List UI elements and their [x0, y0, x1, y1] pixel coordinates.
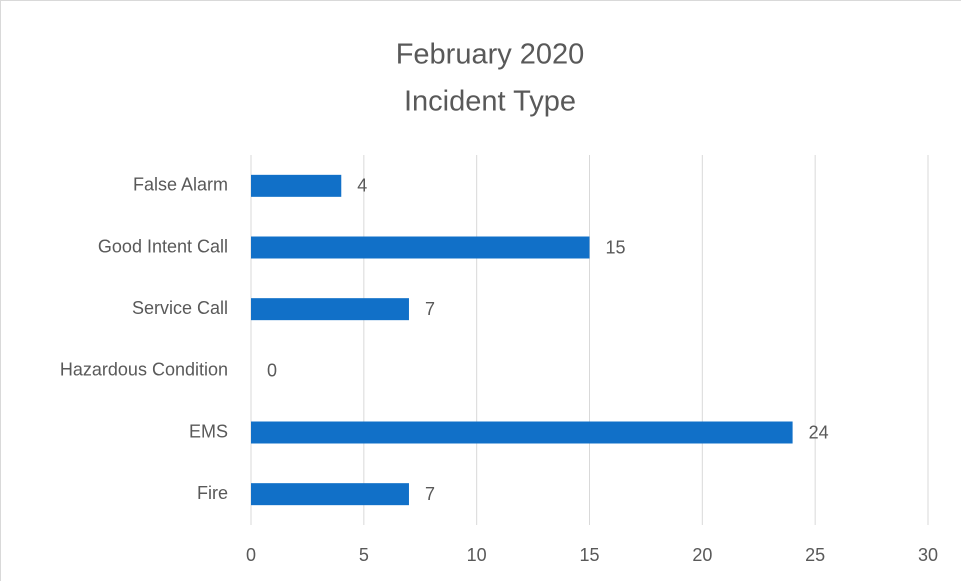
x-tick-label: 15	[579, 545, 599, 565]
data-label: 24	[809, 422, 829, 442]
chart-title: February 2020	[396, 39, 585, 71]
y-tick-label: EMS	[189, 421, 228, 441]
chart-title: Incident Type	[404, 86, 576, 118]
data-label: 7	[425, 299, 435, 319]
bar	[251, 298, 409, 321]
x-tick-label: 5	[359, 545, 369, 565]
data-label: 0	[267, 361, 277, 381]
data-label: 15	[606, 237, 626, 257]
x-tick-label: 30	[918, 545, 938, 565]
x-tick-label: 25	[805, 545, 825, 565]
bar	[251, 421, 793, 444]
data-label: 7	[425, 484, 435, 504]
y-tick-label: Hazardous Condition	[60, 360, 228, 380]
x-tick-label: 20	[692, 545, 712, 565]
data-label: 4	[357, 176, 367, 196]
bar	[251, 483, 409, 506]
y-tick-label: Service Call	[132, 298, 228, 318]
y-tick-label: Good Intent Call	[98, 236, 228, 256]
y-tick-label: False Alarm	[133, 175, 228, 195]
y-tick-label: Fire	[197, 483, 228, 503]
x-tick-label: 10	[467, 545, 487, 565]
bar	[251, 236, 590, 259]
bar	[251, 174, 342, 197]
x-tick-label: 0	[246, 545, 256, 565]
